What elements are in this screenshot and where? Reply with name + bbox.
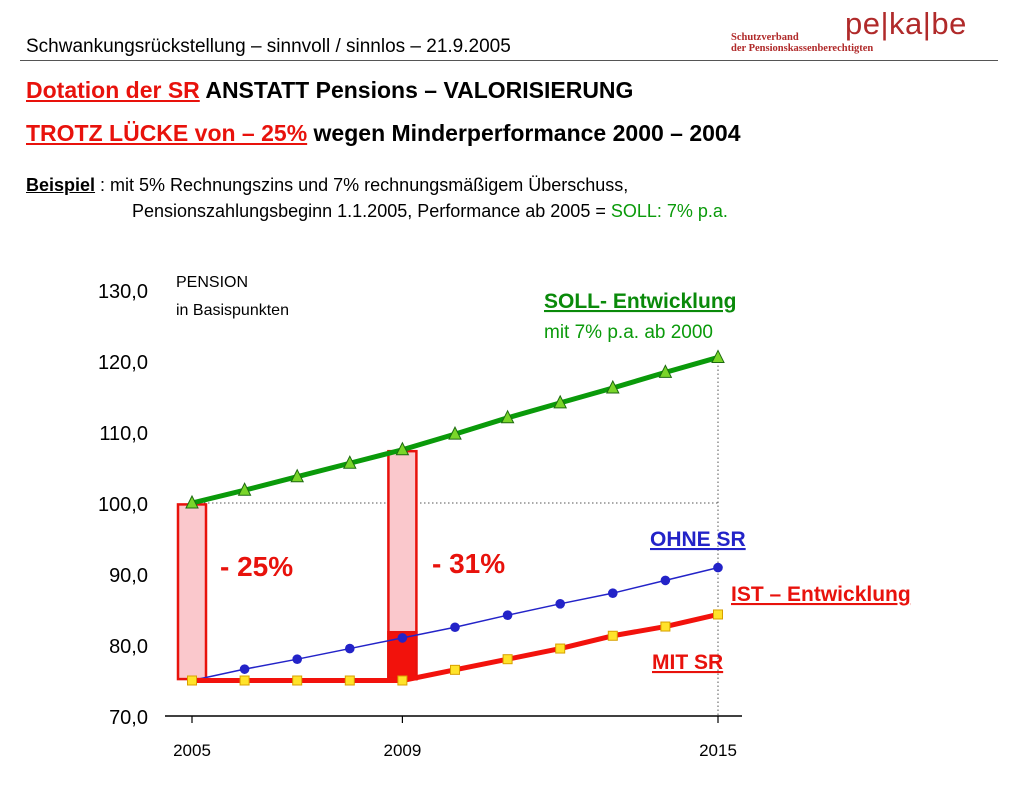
headline-line2-rest: wegen Minderperformance 2000 – 2004 (313, 120, 741, 146)
x-tick-label-2015: 2015 (699, 741, 737, 760)
y-tick-label-120: 120,0 (98, 352, 148, 374)
point-mit-sr-2012 (555, 643, 566, 654)
x-tick-label-2009: 2009 (383, 741, 421, 760)
legend-ist-entwicklung: IST – Entwicklung (731, 583, 911, 606)
point-mit-sr-2011 (502, 654, 513, 665)
point-mit-sr-2009 (397, 675, 408, 686)
headline-line1: Dotation der SR ANSTATT Pensions – VALOR… (26, 77, 633, 104)
axes: 130,0 120,0 110,0 100,0 90,0 80,0 70,0 2005 2009… (98, 281, 742, 760)
example-line1: Beispiel : mit 5% Rechnungszins und 7% r… (26, 172, 728, 198)
point-ohne-sr-2006 (239, 664, 250, 674)
legend-soll-subtitle: mit 7% p.a. ab 2000 (544, 322, 713, 343)
point-mit-sr-2015 (713, 609, 723, 620)
header-divider (20, 60, 998, 61)
example-line2-text: Pensionszahlungsbeginn 1.1.2005, Perform… (132, 201, 611, 221)
point-mit-sr-2013 (607, 630, 618, 641)
headline-line2-highlight: TROTZ LÜCKE von – 25% (26, 120, 308, 146)
example-label: Beispiel (26, 175, 96, 195)
point-soll-2010 (448, 426, 462, 440)
point-ohne-sr-2007 (292, 654, 303, 664)
point-soll-2013 (605, 379, 620, 394)
y-tick-label-70: 70,0 (109, 707, 148, 729)
point-mit-sr-2006 (239, 675, 250, 686)
example-soll-text: SOLL: 7% p.a. (610, 201, 728, 221)
ylabel-line1: PENSION (176, 274, 248, 291)
legend-soll-title: SOLL- Entwicklung (544, 290, 737, 313)
gap-bar-2005 (176, 503, 208, 681)
point-ohne-sr-2013 (608, 588, 618, 598)
page-header-title: Schwankungsrückstellung – sinnvoll / sin… (26, 36, 511, 57)
point-mit-sr-2010 (450, 664, 460, 675)
logo-org-line1: Schutzverband (731, 32, 799, 43)
y-tick-label-80: 80,0 (109, 636, 148, 658)
example-line1-text: : mit 5% Rechnungszins und 7% rechnungsm… (95, 175, 629, 195)
reference-lines (192, 357, 719, 716)
headline-line1-rest: ANSTATT Pensions – VALORISIERUNG (205, 77, 634, 103)
point-soll-2011 (500, 409, 515, 424)
point-mit-sr-2014 (660, 621, 671, 632)
y-tick-label-90: 90,0 (109, 565, 148, 587)
point-soll-2007 (290, 468, 305, 483)
point-ohne-sr-2009 (397, 633, 408, 643)
point-ohne-sr-2011 (502, 610, 513, 620)
point-ohne-sr-2008 (345, 643, 355, 654)
point-soll-2006 (237, 482, 252, 496)
logo-brand: pe|ka|be (845, 6, 967, 41)
y-tick-label-100: 100,0 (98, 494, 148, 516)
example-text: Beispiel : mit 5% Rechnungszins und 7% r… (26, 172, 728, 224)
point-ohne-sr-2014 (660, 575, 671, 586)
point-soll-2014 (658, 364, 673, 378)
point-mit-sr-2005 (187, 675, 197, 686)
point-mit-sr-2008 (344, 675, 355, 686)
logo-org-line2: der Pensionskassenberechtigten (731, 43, 874, 54)
point-soll-2012 (553, 394, 568, 409)
point-soll-2008 (342, 455, 357, 469)
point-ohne-sr-2012 (555, 599, 565, 609)
gap-label-2005: - 25% (220, 551, 293, 582)
headline-line1-highlight: Dotation der SR (26, 77, 200, 103)
gap-bars (176, 449, 418, 681)
point-soll-2015 (711, 349, 725, 363)
gap-label-2009: - 31% (432, 548, 505, 579)
ylabel-line2: in Basispunkten (176, 302, 289, 319)
logo-organization: Schutzverband der Pensionskassenberechti… (731, 32, 873, 54)
point-ohne-sr-2015 (713, 562, 723, 573)
y-tick-label-110: 110,0 (99, 423, 148, 445)
series-lines (185, 349, 725, 686)
point-ohne-sr-2010 (450, 622, 460, 633)
legend-mit-sr: MIT SR (652, 651, 723, 674)
headline-line2: TROTZ LÜCKE von – 25% wegen Minderperfor… (26, 120, 741, 147)
y-tick-label-130: 130,0 (98, 281, 148, 303)
point-mit-sr-2007 (292, 675, 303, 686)
x-tick-label-2005: 2005 (173, 741, 211, 760)
point-soll-2009 (395, 441, 410, 456)
legend-ohne-sr: OHNE SR (650, 528, 746, 551)
chart-labels: PENSION in Basispunkten SOLL- Entwicklun… (176, 274, 911, 674)
example-line2: Pensionszahlungsbeginn 1.1.2005, Perform… (26, 198, 728, 224)
point-soll-2005 (185, 494, 199, 509)
